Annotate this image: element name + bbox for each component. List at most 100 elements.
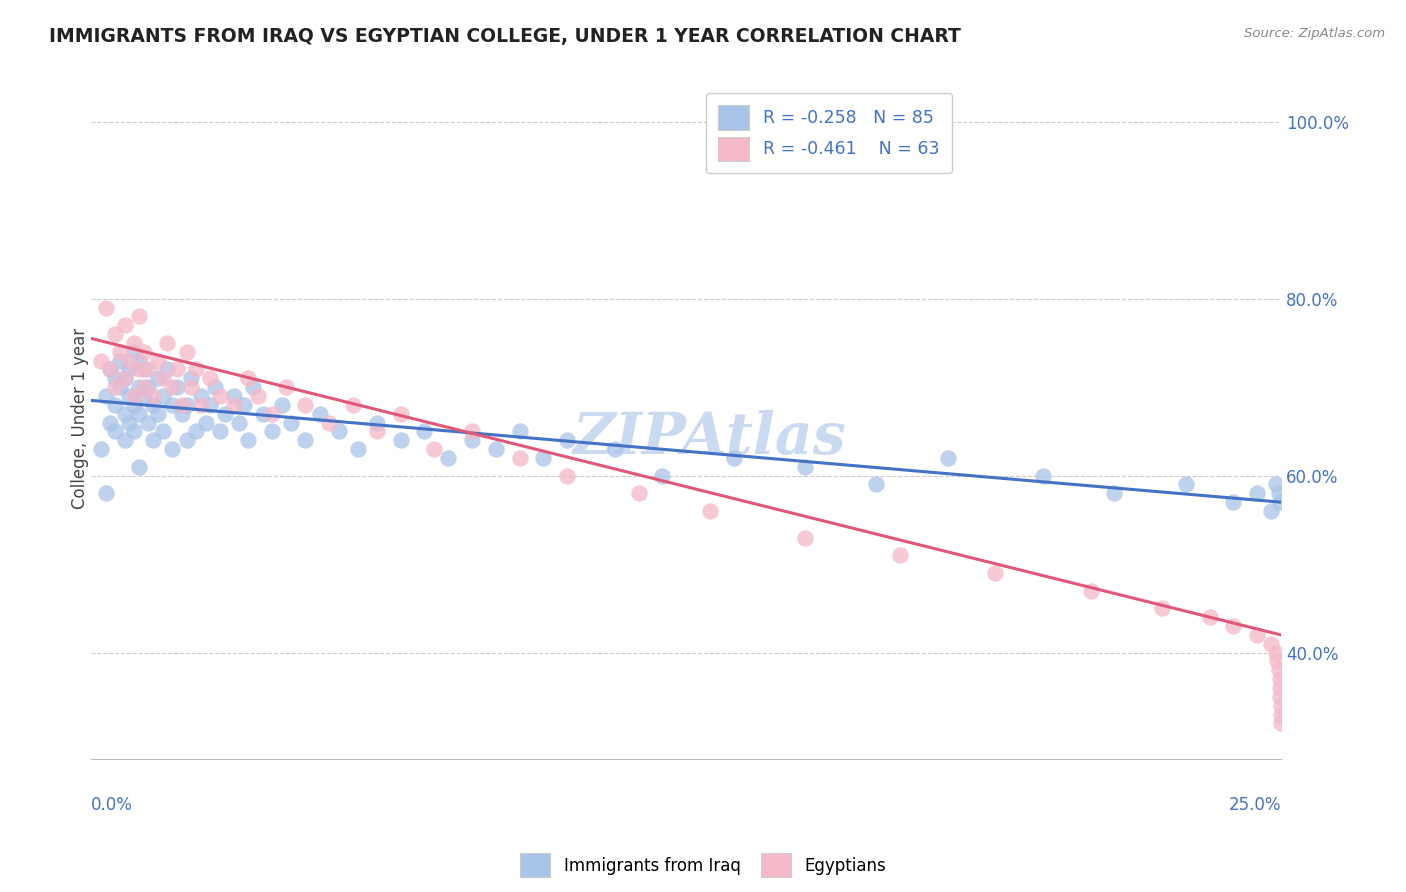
Point	[865, 477, 887, 491]
Point	[294, 398, 316, 412]
Point	[94, 389, 117, 403]
Point	[214, 407, 236, 421]
Point	[1267, 486, 1289, 500]
Point	[242, 380, 264, 394]
Point	[1268, 681, 1291, 695]
Point	[122, 425, 145, 439]
Point	[128, 407, 150, 421]
Point	[114, 371, 136, 385]
Point	[1270, 707, 1292, 722]
Point	[555, 434, 578, 448]
Point	[509, 425, 531, 439]
Point	[509, 450, 531, 465]
Point	[166, 380, 188, 394]
Point	[104, 371, 127, 385]
Point	[246, 389, 269, 403]
Point	[94, 486, 117, 500]
Point	[104, 380, 127, 394]
Point	[162, 380, 184, 394]
Point	[1265, 655, 1288, 669]
Point	[100, 362, 122, 376]
Point	[152, 371, 174, 385]
Text: ZIPAtlas: ZIPAtlas	[574, 410, 846, 467]
Point	[108, 380, 131, 394]
Point	[132, 344, 155, 359]
Point	[342, 398, 364, 412]
Point	[128, 353, 150, 368]
Point	[238, 371, 260, 385]
Point	[104, 425, 127, 439]
Point	[180, 371, 202, 385]
Legend: Immigrants from Iraq, Egyptians: Immigrants from Iraq, Egyptians	[513, 847, 893, 884]
Point	[1260, 504, 1282, 518]
Point	[1270, 690, 1292, 704]
Point	[138, 380, 160, 394]
Point	[555, 468, 578, 483]
Point	[328, 425, 350, 439]
Point	[90, 353, 112, 368]
Point	[423, 442, 446, 456]
Point	[224, 398, 246, 412]
Point	[118, 416, 141, 430]
Text: IMMIGRANTS FROM IRAQ VS EGYPTIAN COLLEGE, UNDER 1 YEAR CORRELATION CHART: IMMIGRANTS FROM IRAQ VS EGYPTIAN COLLEGE…	[49, 27, 962, 45]
Point	[114, 318, 136, 333]
Point	[138, 362, 160, 376]
Point	[138, 416, 160, 430]
Point	[114, 371, 136, 385]
Point	[485, 442, 508, 456]
Point	[699, 504, 721, 518]
Point	[184, 362, 207, 376]
Point	[204, 380, 226, 394]
Point	[152, 389, 174, 403]
Point	[294, 434, 316, 448]
Point	[1267, 663, 1289, 677]
Point	[146, 371, 169, 385]
Point	[1268, 495, 1291, 509]
Point	[170, 398, 193, 412]
Legend: R = -0.258   N = 85, R = -0.461    N = 63: R = -0.258 N = 85, R = -0.461 N = 63	[706, 93, 952, 173]
Point	[984, 566, 1007, 580]
Point	[104, 398, 127, 412]
Point	[1032, 468, 1054, 483]
Point	[200, 398, 222, 412]
Point	[262, 407, 284, 421]
Point	[122, 389, 145, 403]
Point	[104, 326, 127, 341]
Point	[190, 398, 212, 412]
Point	[118, 389, 141, 403]
Point	[162, 398, 184, 412]
Point	[142, 398, 165, 412]
Point	[276, 380, 298, 394]
Point	[437, 450, 460, 465]
Point	[1222, 619, 1244, 633]
Point	[603, 442, 626, 456]
Point	[1246, 628, 1268, 642]
Point	[118, 353, 141, 368]
Text: Source: ZipAtlas.com: Source: ZipAtlas.com	[1244, 27, 1385, 40]
Point	[651, 468, 673, 483]
Point	[122, 335, 145, 350]
Point	[413, 425, 436, 439]
Point	[176, 434, 198, 448]
Point	[90, 442, 112, 456]
Point	[108, 353, 131, 368]
Point	[142, 434, 165, 448]
Point	[208, 425, 231, 439]
Point	[794, 459, 817, 474]
Point	[190, 389, 212, 403]
Point	[128, 380, 150, 394]
Point	[1198, 610, 1220, 624]
Point	[122, 344, 145, 359]
Point	[208, 389, 231, 403]
Point	[1174, 477, 1197, 491]
Point	[128, 459, 150, 474]
Point	[114, 434, 136, 448]
Point	[156, 362, 179, 376]
Point	[146, 353, 169, 368]
Point	[146, 407, 169, 421]
Point	[889, 548, 911, 562]
Text: 0.0%: 0.0%	[91, 797, 134, 814]
Point	[1270, 698, 1292, 713]
Point	[308, 407, 330, 421]
Point	[108, 344, 131, 359]
